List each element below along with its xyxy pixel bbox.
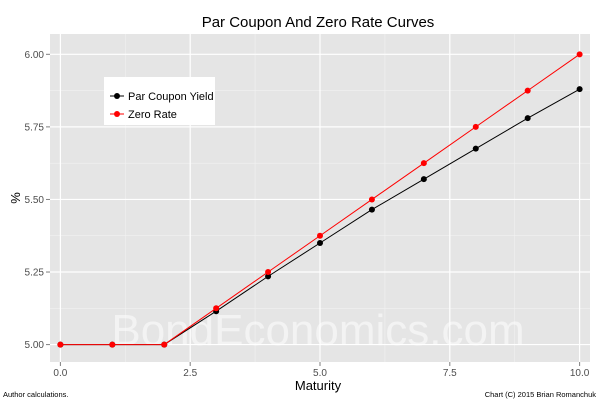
y-tick-label: 5.00	[25, 340, 45, 351]
data-point-0-7	[420, 176, 427, 183]
data-point-0-6	[368, 206, 375, 213]
data-point-1-9	[524, 87, 531, 94]
y-tick-label: 5.25	[25, 268, 45, 279]
data-point-1-2	[161, 341, 168, 348]
x-tick-label: 7.5	[443, 368, 457, 379]
y-tick-label: 5.75	[25, 122, 45, 133]
footnote-left: Author calculations.	[3, 390, 68, 399]
legend-box	[104, 77, 215, 125]
x-axis-title: Maturity	[295, 378, 342, 393]
data-point-1-0	[57, 341, 64, 348]
data-point-1-10	[576, 51, 583, 58]
data-point-1-8	[472, 123, 479, 130]
y-axis-title: %	[8, 192, 23, 204]
x-axis: 0.0 2.5 5.0 7.5 10.0	[53, 362, 590, 379]
data-point-1-3	[213, 305, 220, 312]
legend-key-point	[114, 111, 120, 117]
data-point-0-4	[265, 273, 272, 280]
x-tick-label: 5.0	[313, 368, 327, 379]
x-tick-label: 10.0	[570, 368, 590, 379]
data-point-1-4	[265, 269, 272, 276]
y-tick-label: 6.00	[25, 50, 45, 61]
y-tick-label: 5.50	[25, 195, 45, 206]
legend: Par Coupon Yield Zero Rate	[104, 77, 215, 125]
data-point-1-7	[420, 160, 427, 167]
series-group	[57, 51, 583, 348]
watermark: BondEconomics.com	[111, 306, 524, 355]
data-point-1-1	[109, 341, 116, 348]
data-point-0-10	[576, 86, 583, 93]
y-axis: 5.00 5.25 5.50 5.75 6.00	[25, 50, 50, 351]
x-tick-label: 2.5	[183, 368, 197, 379]
data-point-1-5	[317, 232, 323, 239]
x-tick-label: 0.0	[53, 368, 67, 379]
legend-label: Par Coupon Yield	[128, 91, 214, 103]
legend-label: Zero Rate	[128, 109, 177, 121]
footnote-right: Chart (C) 2015 Brian Romanchuk	[485, 390, 597, 399]
chart-title: Par Coupon And Zero Rate Curves	[202, 14, 435, 31]
legend-key-point	[114, 93, 120, 99]
data-point-0-5	[317, 239, 323, 246]
data-point-1-6	[368, 196, 375, 203]
data-point-0-8	[472, 145, 479, 152]
data-point-0-9	[524, 115, 531, 122]
